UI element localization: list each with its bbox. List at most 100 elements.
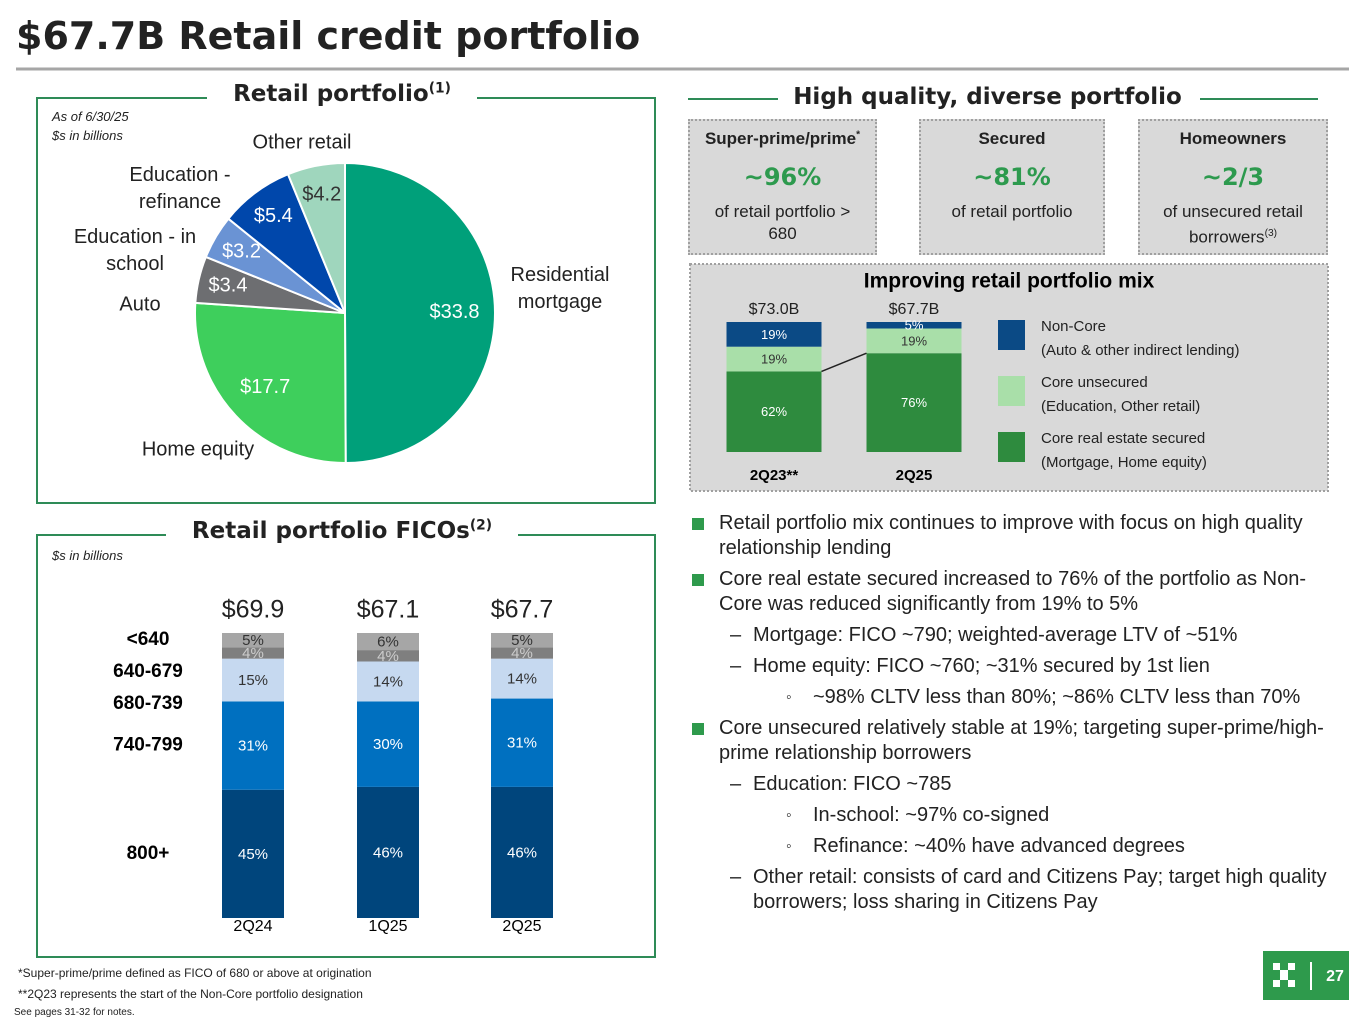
bar-value-label: 4% (377, 648, 399, 665)
bar-total-label: $73.0B (749, 301, 800, 318)
highlight-heading: Secured (921, 129, 1103, 149)
highlight-heading-text: Super-prime/prime (704, 129, 857, 148)
bullet-text: Retail portfolio mix continues to improv… (719, 512, 1303, 559)
pie-category-label: Education - refinance (129, 164, 231, 213)
footnote: *Super-prime/prime defined as FICO of 68… (18, 966, 372, 980)
highlight-heading: Super-prime/prime* (690, 129, 875, 149)
legend-swatch (998, 432, 1025, 462)
bar-value-label: 14% (373, 673, 403, 690)
bar-segment (357, 661, 419, 702)
unit-note: $s in billions (52, 548, 123, 563)
bullet-item: ◦ Refinance: ~40% have advanced degrees (686, 834, 1338, 859)
highlight-heading-note: * (856, 129, 861, 141)
bar-value-label: 5% (511, 632, 533, 649)
series-label: 640-679 (113, 661, 183, 682)
bullet-text: Home equity: FICO ~760; ~31% secured by … (753, 655, 1210, 677)
legend-swatch (998, 376, 1025, 406)
bar-segment (491, 658, 553, 699)
section-title: High quality, diverse portfolio (0, 84, 1365, 110)
highlight-box: Secured ~81% of retail portfolio (919, 119, 1105, 255)
highlight-text: of retail portfolio (921, 201, 1103, 223)
bullet-marker (692, 574, 704, 586)
highlight-text-body: of unsecured retail borrowers (1163, 202, 1303, 247)
bullet-marker: ◦ (786, 689, 792, 706)
highlight-text-note: (3) (1264, 228, 1278, 239)
bar-value-label: 30% (373, 736, 403, 753)
x-tick-label: 1Q25 (368, 918, 407, 935)
bar-total-label: $67.1 (357, 596, 420, 624)
footnote: **2Q23 represents the start of the Non-C… (18, 987, 363, 1001)
bullet-text: In-school: ~97% co-signed (813, 804, 1050, 826)
bar-value-label: 5% (905, 318, 924, 333)
legend-description: (Auto & other indirect lending) (1041, 342, 1240, 359)
legend-name: Core unsecured (1041, 374, 1148, 391)
pie-note: $s in billions (52, 128, 123, 143)
bar-value-label: 31% (238, 738, 268, 755)
bar-segment (491, 786, 553, 918)
bullet-item: Retail portfolio mix continues to improv… (686, 511, 1338, 561)
bullet-item: Core real estate secured increased to 76… (686, 567, 1338, 617)
series-label: 740-799 (113, 735, 183, 756)
bar-segment (357, 650, 419, 662)
bar-value-label: 19% (761, 327, 787, 342)
panel-title: Improving retail portfolio mix (864, 270, 1155, 293)
page-number: 27 (1326, 968, 1344, 985)
bar-segment (866, 322, 962, 329)
footnote: See pages 31-32 for notes. (14, 1007, 135, 1018)
legend-name: Core real estate secured (1041, 430, 1206, 447)
bar-total-label: $67.7 (491, 596, 554, 624)
highlight-value: ~2/3 (1201, 163, 1265, 191)
series-label: 680-739 (113, 693, 183, 714)
bar-segment (866, 328, 962, 354)
pie-slice (344, 161, 496, 465)
bullet-text: ~98% CLTV less than 80%; ~86% CLTV less … (813, 686, 1301, 708)
bar-value-label: 46% (507, 844, 537, 861)
slide-title: $67.7B Retail credit portfolio (16, 14, 641, 58)
highlight-text: of retail portfolio > 680 (690, 201, 875, 245)
bar-segment (357, 633, 419, 651)
logo-icon (1273, 963, 1295, 987)
bar-value-label: 46% (373, 844, 403, 861)
bullet-text: Refinance: ~40% have advanced degrees (813, 835, 1185, 857)
pie-category-label: Residential mortgage (510, 264, 610, 313)
pie-value-label: $3.2 (222, 240, 261, 262)
highlight-heading-text: Secured (978, 129, 1046, 148)
bullet-text: Education: FICO ~785 (753, 773, 952, 795)
section-title-text: High quality, diverse portfolio (793, 84, 1182, 110)
bar-value-label: 31% (507, 735, 537, 752)
bullet-marker: – (730, 655, 742, 677)
panel-title: Retail portfolio(1) (92, 80, 592, 107)
x-tick-label: 2Q24 (233, 918, 272, 935)
bar-segment (726, 371, 822, 452)
pie-value-label: $33.8 (429, 301, 479, 323)
bar-value-label: 6% (377, 634, 399, 651)
bullet-item: ◦ ~98% CLTV less than 80%; ~86% CLTV less… (686, 685, 1338, 710)
pie-note: As of 6/30/25 (52, 109, 129, 124)
x-tick-label: 2Q25 (502, 918, 541, 935)
highlight-text: of unsecured retail borrowers(3) (1140, 201, 1326, 249)
highlight-heading-text: Homeowners (1179, 129, 1287, 148)
bar-segment (222, 633, 284, 648)
bar-value-label: 19% (761, 351, 787, 366)
highlight-heading: Homeowners (1140, 129, 1326, 149)
pie-value-label: $3.4 (209, 275, 248, 297)
bar-segment (491, 698, 553, 787)
pie-value-label: $5.4 (254, 205, 293, 227)
bullet-item: – Other retail: consists of card and Citi… (686, 865, 1338, 915)
bar-segment (726, 346, 822, 372)
bar-segment (866, 353, 962, 452)
bar-segment (726, 322, 822, 347)
bullet-text: Mortgage: FICO ~790; weighted-average LT… (753, 624, 1238, 646)
panel-title: Retail portfolio FICOs(2) (92, 517, 592, 544)
pie-category-label: Other retail (252, 131, 352, 154)
highlight-value: ~96% (743, 163, 822, 191)
bar-total-label: $69.9 (222, 596, 285, 624)
bullet-text: Core real estate secured increased to 76… (719, 568, 1306, 615)
legend-name: Non-Core (1041, 318, 1107, 335)
bullet-marker: – (730, 866, 742, 888)
bullet-marker (692, 518, 704, 530)
pie-category-label: Education - in school (73, 226, 197, 275)
bar-segment (491, 647, 553, 659)
legend-description: (Mortgage, Home equity) (1041, 454, 1207, 471)
highlight-text-body: of retail portfolio (951, 202, 1073, 221)
